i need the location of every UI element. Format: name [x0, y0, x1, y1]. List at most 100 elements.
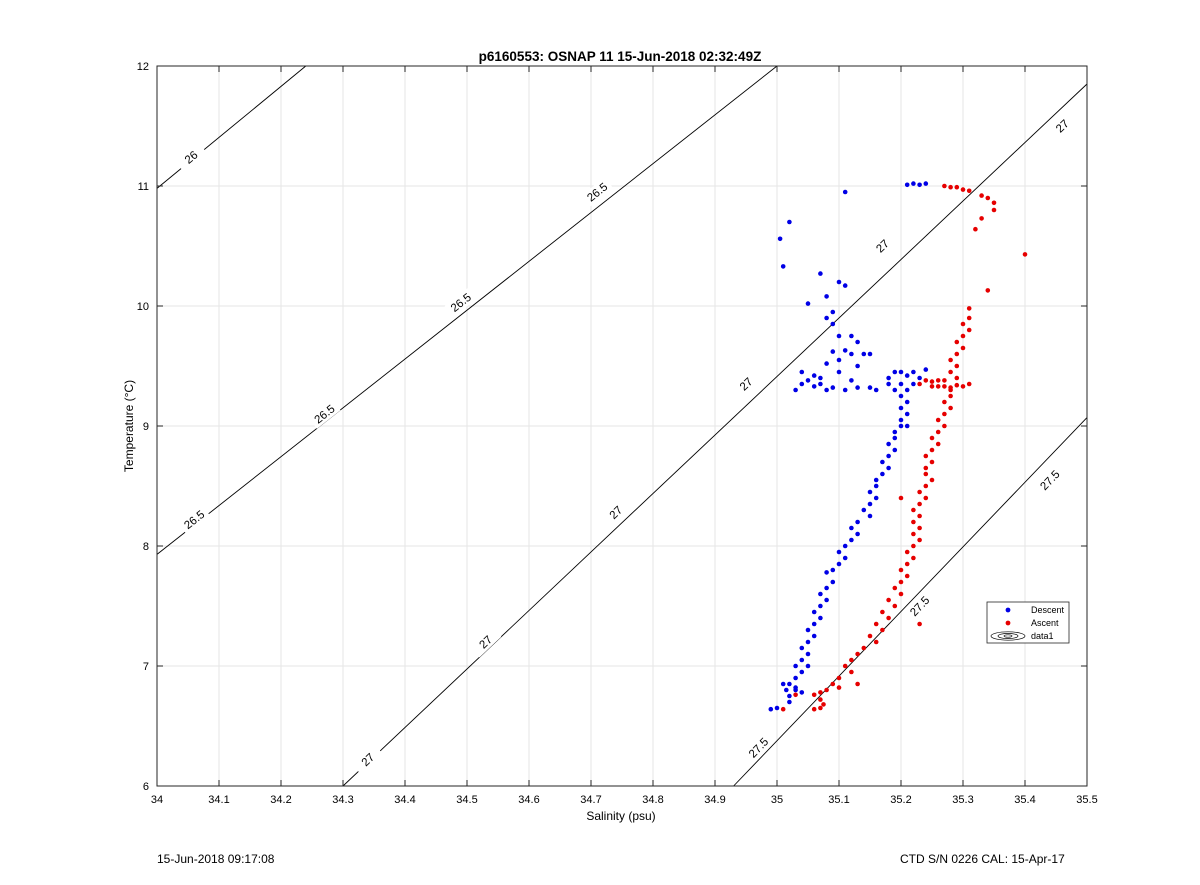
contour-label-bg-2-1 [469, 626, 502, 658]
point-ascent-57 [911, 507, 916, 513]
point-descent-58 [904, 411, 910, 417]
point-descent-22 [867, 351, 873, 357]
point-ascent-81 [855, 651, 860, 657]
contour-label-bg-1-3 [581, 177, 614, 207]
point-descent-70 [873, 477, 879, 483]
point-ascent-84 [849, 669, 854, 675]
contour-line-2 [342, 83, 1088, 787]
x-tick-label-2: 34.2 [270, 794, 291, 806]
point-ascent-77 [880, 627, 885, 633]
point-descent-7 [787, 219, 792, 225]
point-ascent-61 [911, 531, 916, 537]
legend: Descent Ascent data1 [986, 601, 1070, 644]
point-ascent-22 [954, 363, 960, 369]
point-ascent-30 [929, 384, 935, 389]
point-descent-86 [824, 570, 829, 575]
point-ascent-52 [929, 477, 935, 483]
point-descent-61 [892, 429, 898, 435]
point-ascent-50 [923, 465, 929, 471]
point-ascent-20 [954, 351, 960, 357]
point-descent-51 [904, 387, 910, 393]
point-descent-89 [818, 591, 823, 597]
point-ascent-31 [935, 384, 941, 389]
point-descent-44 [892, 369, 898, 375]
contour-label-bg-0-0 [175, 142, 208, 173]
point-descent-56 [904, 399, 910, 405]
point-descent-110 [784, 687, 789, 693]
point-ascent-14 [966, 315, 972, 321]
point-ascent-2 [954, 184, 960, 190]
y-tick-label-3: 9 [143, 421, 149, 433]
point-descent-104 [787, 681, 792, 687]
contour-line-1 [156, 65, 778, 555]
legend-label-data1: data1 [1031, 631, 1054, 641]
point-descent-53 [892, 387, 898, 393]
point-descent-88 [824, 585, 829, 591]
point-ascent-55 [923, 495, 929, 501]
point-descent-32 [818, 381, 823, 387]
point-ascent-63 [911, 543, 916, 549]
point-ascent-25 [942, 378, 947, 383]
point-ascent-71 [898, 591, 904, 597]
point-ascent-16 [966, 327, 972, 333]
point-ascent-69 [898, 579, 904, 585]
series-ascent [780, 183, 1028, 712]
point-descent-62 [898, 423, 904, 429]
point-ascent-4 [966, 188, 972, 194]
point-ascent-18 [954, 339, 960, 345]
point-ascent-45 [929, 435, 935, 441]
x-tick-label-8: 34.8 [642, 794, 663, 806]
contour-label-bg-2-5 [1046, 110, 1078, 142]
point-ascent-86 [830, 681, 836, 687]
point-ascent-37 [948, 387, 953, 393]
point-descent-36 [855, 385, 860, 390]
x-tick-label-9: 34.9 [704, 794, 725, 806]
point-ascent-19 [960, 345, 966, 351]
point-descent-65 [892, 447, 898, 453]
point-ascent-27 [929, 379, 935, 384]
point-descent-34 [830, 385, 836, 390]
point-ascent-53 [923, 483, 929, 489]
point-ascent-67 [898, 567, 904, 573]
point-descent-17 [849, 333, 854, 339]
point-ascent-56 [917, 501, 922, 507]
point-ascent-3 [960, 187, 966, 192]
y-tick-label-6: 12 [137, 61, 149, 73]
series-descent [768, 181, 929, 712]
point-descent-25 [836, 369, 842, 375]
point-descent-75 [861, 507, 867, 513]
point-descent-10 [805, 301, 811, 306]
legend-box [986, 601, 1070, 644]
point-ascent-10 [973, 226, 978, 232]
point-descent-19 [842, 348, 848, 353]
point-descent-66 [886, 453, 891, 459]
y-tick-label-5: 11 [138, 181, 149, 193]
point-descent-77 [855, 519, 860, 525]
point-descent-11 [836, 279, 842, 285]
point-descent-101 [793, 663, 798, 669]
point-ascent-64 [904, 549, 910, 555]
x-tick-label-4: 34.4 [394, 794, 415, 806]
contour-label-bg-1-0 [178, 504, 211, 535]
axis-ticks: 34 34.1 34.2 34.3 34.4 34.5 34.6 34.7 34.8 34.9 35… [137, 61, 1098, 806]
point-descent-68 [886, 465, 891, 471]
point-descent-35 [842, 387, 848, 393]
point-ascent-60 [917, 525, 922, 531]
point-descent-23 [836, 357, 842, 363]
point-ascent-74 [880, 609, 885, 615]
point-descent-109 [780, 681, 786, 687]
point-descent-94 [811, 621, 817, 627]
point-ascent-7 [991, 200, 997, 206]
point-descent-114 [805, 663, 811, 669]
point-ascent-91 [818, 697, 823, 702]
data-series [768, 181, 1028, 712]
point-descent-69 [880, 471, 885, 477]
point-ascent-0 [942, 183, 947, 189]
point-descent-64 [886, 441, 891, 447]
point-ascent-40 [948, 405, 953, 411]
point-descent-113 [768, 706, 774, 712]
point-descent-14 [830, 321, 836, 327]
point-descent-98 [799, 645, 805, 651]
point-ascent-62 [917, 537, 922, 543]
